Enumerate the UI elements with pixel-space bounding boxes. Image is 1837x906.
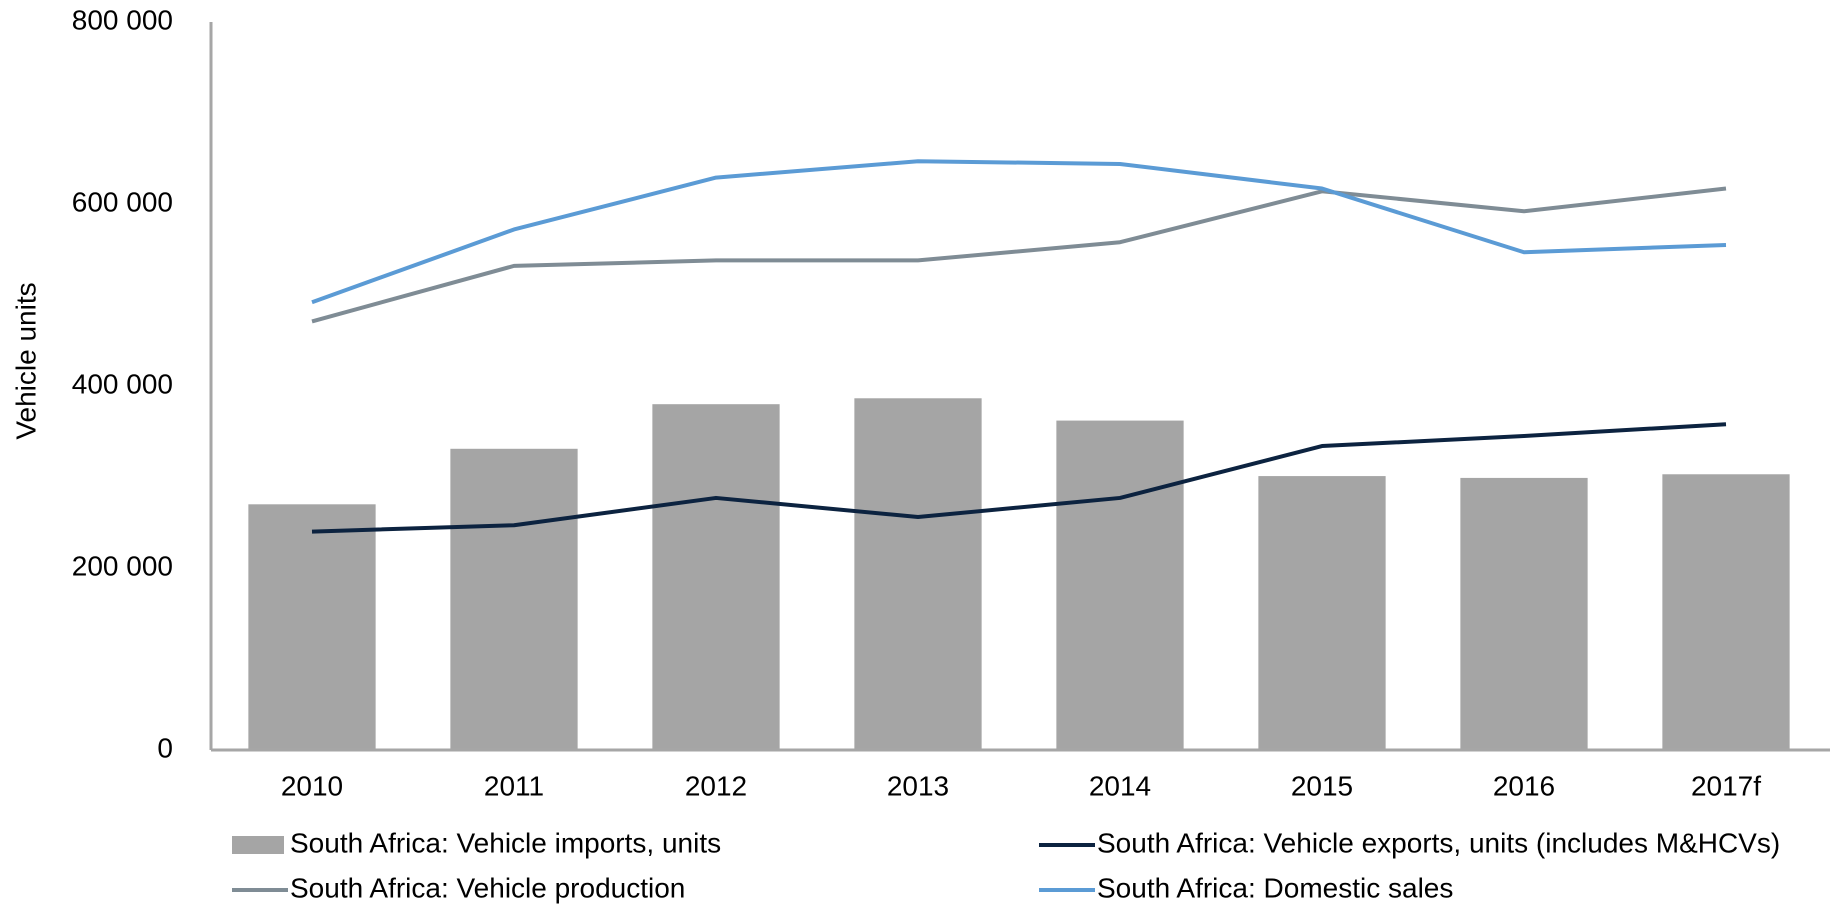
legend-label: South Africa: Vehicle exports, units (in… [1097, 827, 1780, 858]
y-tick-label: 600 000 [72, 186, 173, 217]
x-tick-label: 2016 [1493, 770, 1555, 801]
y-tick-label: 400 000 [72, 368, 173, 399]
legend-label: South Africa: Vehicle production [290, 872, 685, 903]
bar [450, 448, 578, 750]
y-axis-title: Vehicle units [10, 282, 41, 439]
line-series [311, 159, 1727, 305]
bar [854, 398, 982, 750]
bar [1662, 474, 1790, 750]
bar [248, 504, 376, 750]
y-tick-label: 0 [157, 732, 173, 763]
y-tick-label: 200 000 [72, 550, 173, 581]
bar [652, 404, 780, 750]
x-tick-label: 2012 [685, 770, 747, 801]
x-tick-label: 2011 [484, 770, 544, 801]
bar [1056, 420, 1184, 750]
bar [1258, 476, 1386, 750]
x-tick-label: 2017f [1691, 770, 1761, 801]
line-series [311, 422, 1727, 534]
legend-label: South Africa: Vehicle imports, units [290, 827, 721, 858]
legend-label: South Africa: Domestic sales [1097, 872, 1453, 903]
x-tick-label: 2010 [281, 770, 343, 801]
x-tick-label: 2014 [1089, 770, 1151, 801]
x-tick-label: 2013 [887, 770, 949, 801]
bar [1460, 477, 1588, 750]
y-tick-label: 800 000 [72, 4, 173, 35]
x-tick-label: 2015 [1291, 770, 1353, 801]
line-series [311, 186, 1727, 324]
legend-swatch [232, 836, 284, 854]
